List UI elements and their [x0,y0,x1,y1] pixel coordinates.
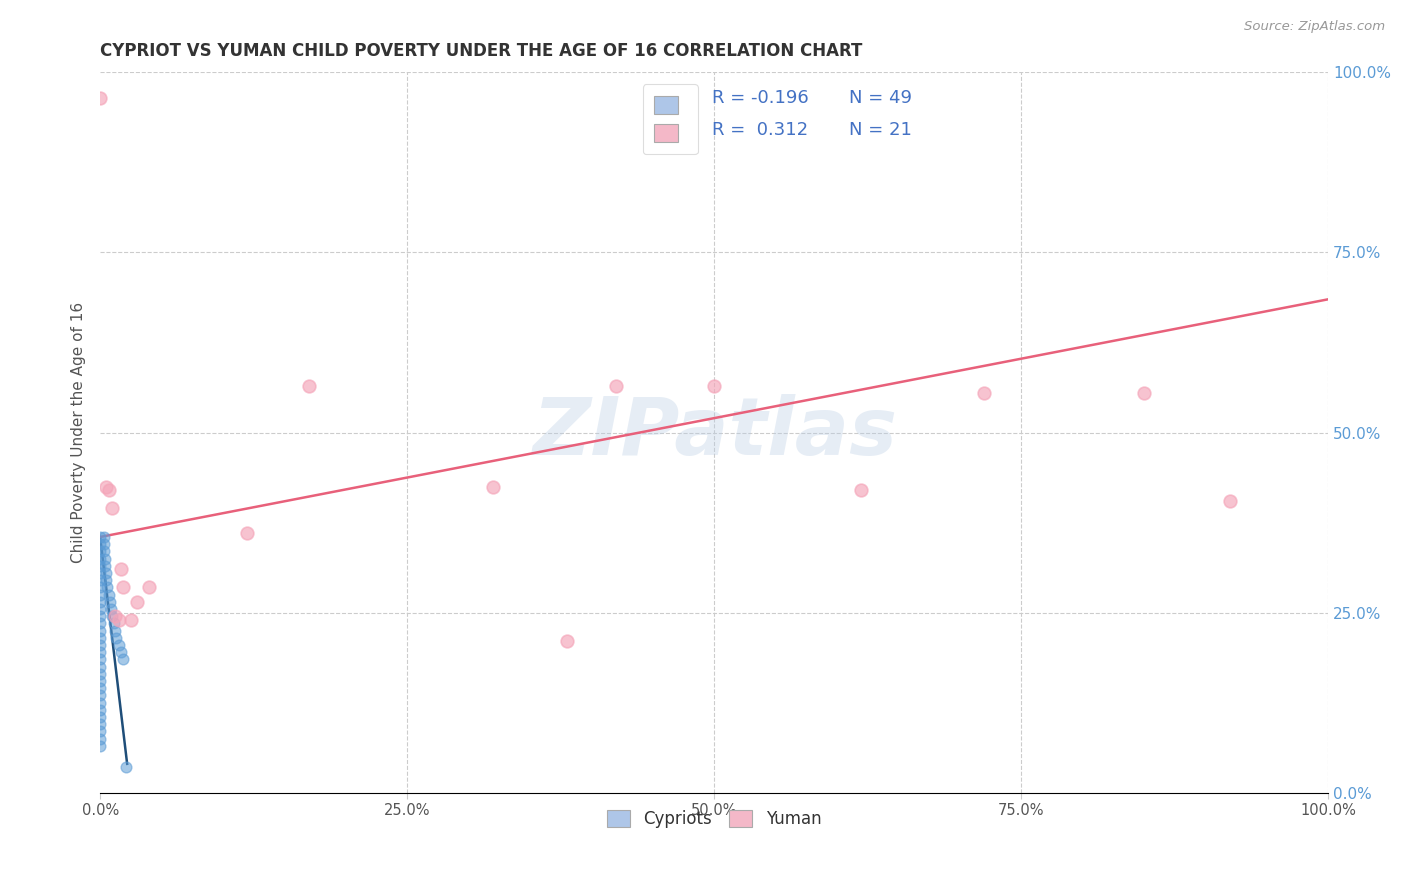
Point [93,544,115,558]
Legend: Cypriots, Yuman: Cypriots, Yuman [600,803,828,835]
Point [125,595,148,609]
Point [89,581,111,595]
Point [100,602,122,616]
Point [89,724,111,739]
Point [101,501,124,516]
Point [89,673,111,688]
Point [89,566,111,580]
Point [89,588,111,602]
Point [115,760,138,774]
Y-axis label: Child Poverty Under the Age of 16: Child Poverty Under the Age of 16 [72,302,86,563]
Point [89,530,111,544]
Point [96,479,118,493]
Point [94,558,117,573]
Point [89,544,111,558]
Point [89,710,111,724]
Text: ZIPatlas: ZIPatlas [531,393,897,472]
Point [89,638,111,652]
Point [89,731,111,746]
Point [97,588,120,602]
Point [482,479,505,493]
Point [89,681,111,696]
Point [851,483,873,498]
Point [112,581,135,595]
Point [107,638,129,652]
Point [89,717,111,731]
Point [89,696,111,710]
Point [89,689,111,703]
Text: CYPRIOT VS YUMAN CHILD POVERTY UNDER THE AGE OF 16 CORRELATION CHART: CYPRIOT VS YUMAN CHILD POVERTY UNDER THE… [100,42,862,60]
Text: N = 21: N = 21 [849,120,912,138]
Point [89,537,111,551]
Point [89,573,111,587]
Point [89,659,111,673]
Point [1219,494,1241,508]
Point [97,483,120,498]
Point [555,634,578,648]
Point [89,90,111,104]
Point [89,645,111,659]
Point [96,573,118,587]
Point [138,581,160,595]
Point [110,645,132,659]
Point [89,616,111,631]
Point [104,624,127,638]
Point [98,595,121,609]
Point [236,526,259,541]
Point [107,613,129,627]
Point [89,551,111,566]
Text: Source: ZipAtlas.com: Source: ZipAtlas.com [1244,20,1385,33]
Point [93,530,115,544]
Point [973,386,995,401]
Point [1133,386,1156,401]
Text: N = 49: N = 49 [849,89,912,107]
Point [89,609,111,624]
Point [112,652,135,666]
Point [120,613,142,627]
Point [89,602,111,616]
Point [89,666,111,681]
Text: R =  0.312: R = 0.312 [711,120,808,138]
Point [298,378,321,392]
Point [110,562,132,576]
Point [103,616,125,631]
Point [89,595,111,609]
Point [89,558,111,573]
Point [89,703,111,717]
Point [96,566,118,580]
Point [89,652,111,666]
Point [703,378,725,392]
Point [104,609,127,624]
Point [94,551,117,566]
Text: R = -0.196: R = -0.196 [711,89,808,107]
Point [89,631,111,645]
Point [89,624,111,638]
Point [101,609,124,624]
Point [89,739,111,753]
Point [93,537,115,551]
Point [605,378,627,392]
Point [105,631,128,645]
Point [96,581,118,595]
